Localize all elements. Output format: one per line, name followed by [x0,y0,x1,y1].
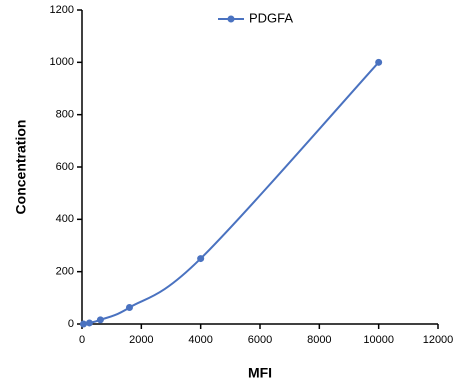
legend-text: PDGFA [249,10,293,25]
x-tick-label: 4000 [188,334,212,346]
point [125,304,133,312]
x-tick-label: 2000 [129,334,153,346]
x-tick-label: 0 [79,334,85,346]
point [197,255,205,263]
y-tick-label: 200 [56,266,74,278]
y-tick-label: 1000 [50,56,74,68]
y-tick-label: 400 [56,213,74,225]
legend-marker [227,15,235,23]
x-tick-label: 12000 [423,334,454,346]
point [96,316,104,324]
y-tick-label: 0 [68,318,74,330]
point [79,320,87,328]
y-axis-title: Concentration [13,120,29,215]
y-tick-label: 1200 [50,4,74,16]
x-tick-label: 8000 [307,334,331,346]
x-axis-title: MFI [248,365,272,381]
y-tick-label: 800 [56,109,74,121]
x-tick-label: 10000 [363,334,394,346]
y-tick-label: 600 [56,161,74,173]
x-tick-label: 6000 [248,334,272,346]
point [375,58,383,66]
line [83,61,380,325]
point [85,319,93,327]
